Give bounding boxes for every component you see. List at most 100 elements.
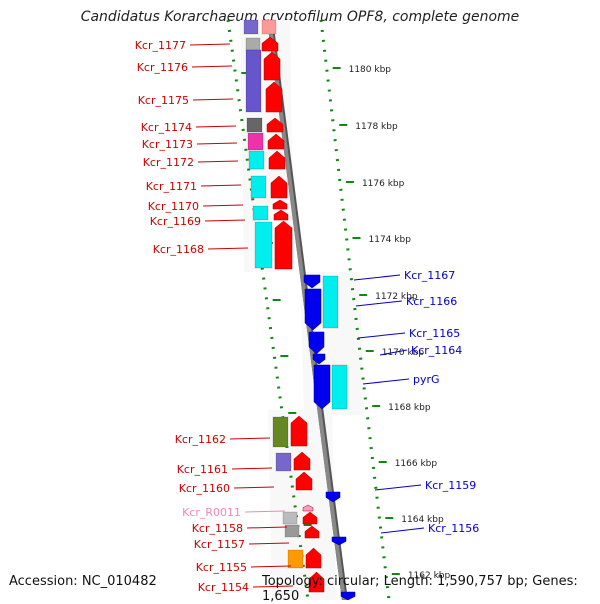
forward-gene-label: Kcr_1170 — [148, 200, 199, 213]
reverse-gene-label: Kcr_1164 — [411, 344, 462, 357]
gene-leader-line — [207, 247, 249, 250]
gene-leader-line — [197, 160, 239, 163]
forward-gene-label: Kcr_1155 — [196, 561, 247, 574]
forward-gene-arrow — [293, 451, 311, 471]
forward-gene-label: Kcr_1173 — [142, 138, 193, 151]
reverse-gene-arrow — [331, 536, 347, 546]
forward-gene-label: Kcr_1176 — [137, 61, 188, 74]
reverse-gene-label: Kcr_1166 — [406, 295, 457, 308]
scale-tick-label: 1164 kbp — [401, 515, 444, 525]
forward-gene-label: Kcr_1154 — [198, 581, 249, 594]
gene-leader-line — [246, 526, 288, 529]
reverse-gene-label: Kcr_1159 — [425, 479, 476, 492]
cog-boxes — [243, 19, 348, 569]
forward-gene-arrow — [274, 220, 293, 270]
cog-box — [331, 364, 348, 410]
forward-gene-arrow — [304, 525, 320, 539]
forward-gene-label: Kcr_1160 — [179, 482, 230, 495]
strand-guide — [319, 19, 391, 600]
cog-box — [282, 511, 298, 525]
scale-tick-label: 1176 kbp — [362, 179, 405, 189]
forward-gene-arrow — [261, 36, 279, 52]
cog-box — [275, 452, 292, 472]
gene-leader-line — [248, 542, 290, 545]
reverse-gene-label: Kcr_1167 — [404, 269, 455, 282]
forward-gene-arrow — [263, 51, 281, 81]
cog-box — [322, 275, 339, 329]
forward-gene-arrow — [305, 547, 322, 569]
forward-gene-label: Kcr_1161 — [177, 463, 228, 476]
scale-tick-label: 1180 kbp — [349, 65, 392, 75]
forward-gene-arrow — [266, 117, 284, 133]
forward-gene-arrow — [268, 150, 286, 170]
forward-gene-arrow — [290, 415, 308, 447]
gene-leader-line — [357, 332, 406, 339]
gene-leader-line — [229, 437, 271, 440]
gene-leader-line — [189, 43, 231, 46]
cog-box — [287, 549, 304, 569]
reverse-gene-label: pyrG — [413, 373, 440, 386]
forward-gene-arrow — [308, 571, 325, 593]
forward-gene-arrow — [302, 504, 314, 512]
forward-gene-label: Kcr_1171 — [146, 180, 197, 193]
accession-text: Accession: NC_010482 — [9, 574, 157, 589]
forward-gene-arrow — [302, 511, 318, 525]
forward-gene-label: Kcr_1157 — [194, 538, 245, 551]
forward-gene-label: Kcr_1168 — [153, 243, 204, 256]
forward-gene-label: Kcr_1177 — [135, 39, 186, 52]
cog-box — [261, 19, 277, 35]
reverse-gene-arrow — [312, 353, 326, 365]
forward-gene-label: Kcr_1174 — [141, 121, 192, 134]
forward-gene-label: Kcr_1172 — [143, 156, 194, 169]
gene-leader-line — [250, 565, 292, 568]
gene-leader-line — [362, 378, 410, 385]
reverse-gene-arrow — [303, 274, 321, 289]
reverse-gene-arrow — [308, 331, 325, 355]
reverse-gene-label: Kcr_1165 — [409, 327, 460, 340]
cog-box — [243, 19, 259, 35]
scale-tick-label: 1172 kbp — [375, 292, 418, 302]
gene-leader-line — [353, 274, 401, 281]
cog-box — [246, 117, 263, 133]
gene-leader-line — [374, 484, 422, 491]
cog-box — [254, 221, 273, 269]
map-title: Candidatus Korarchaeum cryptofilum OPF8,… — [80, 9, 520, 25]
reverse-gene-arrow — [325, 491, 341, 503]
scale-tick-label: 1166 kbp — [395, 459, 438, 469]
reverse-gene-arrow — [304, 288, 322, 331]
scale-tick-label: 1162 kbp — [408, 571, 451, 581]
gene-leader-line — [252, 585, 294, 588]
cog-box — [247, 132, 264, 151]
gene-leader-line — [379, 349, 408, 356]
forward-gene-arrow — [270, 175, 288, 199]
cog-box — [250, 175, 267, 199]
cog-box — [284, 524, 300, 538]
gene-leader-line — [355, 300, 403, 307]
cog-box — [248, 150, 265, 170]
gene-leader-line — [191, 65, 233, 68]
gene-leader-line — [231, 467, 273, 470]
gene-leader-line — [233, 486, 275, 489]
forward-gene-arrow — [295, 471, 313, 491]
reverse-gene-arrow — [340, 591, 356, 600]
forward-gene-arrow — [267, 133, 285, 150]
gene-leader-line — [380, 527, 425, 534]
scale-tick-label: 1178 kbp — [355, 122, 398, 132]
gene-leader-line — [195, 125, 237, 128]
forward-gene-label: Kcr_1158 — [192, 522, 243, 535]
cog-box — [252, 205, 269, 221]
forward-gene-label: Kcr_R0011 — [182, 506, 241, 519]
gene-leader-line — [196, 142, 238, 145]
gene-leader-line — [244, 510, 286, 513]
gene-leader-line — [192, 98, 234, 101]
gene-labels: Kcr_1177 Kcr_1176 Kcr_1175 Kcr_1174 Kcr_1173… — [135, 39, 480, 594]
forward-gene-arrow — [273, 209, 289, 221]
forward-gene-label: Kcr_1169 — [150, 215, 201, 228]
forward-gene-label: Kcr_1175 — [138, 94, 189, 107]
forward-gene-arrow — [272, 199, 288, 210]
forward-gene-arrow — [265, 81, 283, 113]
cog-box — [272, 416, 289, 448]
scale-ruler: 1180 kbp 1178 kbp 1176 kbp 1174 kbp 1172 kbp… — [226, 19, 451, 600]
gene-leader-line — [204, 219, 246, 222]
